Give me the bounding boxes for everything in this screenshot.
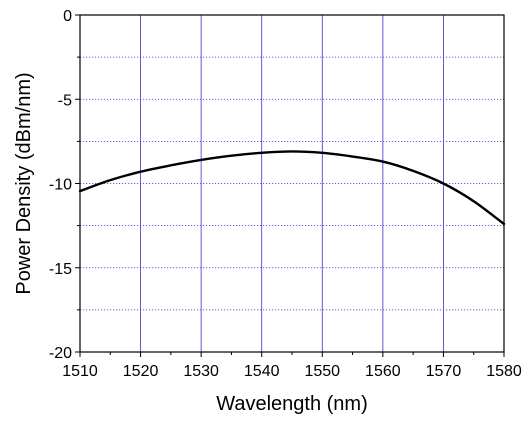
y-tick-label: -5	[58, 92, 72, 109]
ticks: 1510 1520 1530 1540 1550 1560 1570 1580 0 -5 -10 -1…	[49, 8, 522, 380]
y-tick-label: -20	[49, 345, 72, 362]
y-tick-label: 0	[63, 8, 72, 25]
x-tick-label: 1530	[183, 363, 219, 380]
series-layer	[78, 150, 506, 226]
x-axis-title: Wavelength (nm)	[216, 393, 368, 415]
y-tick-label: -15	[49, 261, 72, 278]
x-tick-label: 1570	[426, 363, 462, 380]
x-tick-label: 1580	[486, 363, 522, 380]
x-tick-label: 1550	[304, 363, 340, 380]
x-tick-label: 1560	[365, 363, 401, 380]
x-tick-label: 1520	[123, 363, 159, 380]
y-axis-title: Power Density (dBm/nm)	[13, 72, 35, 294]
series-line	[78, 150, 506, 226]
x-tick-label: 1510	[62, 363, 98, 380]
x-tick-label: 1540	[244, 363, 280, 380]
grid	[80, 15, 504, 352]
y-tick-label: -10	[49, 177, 72, 194]
